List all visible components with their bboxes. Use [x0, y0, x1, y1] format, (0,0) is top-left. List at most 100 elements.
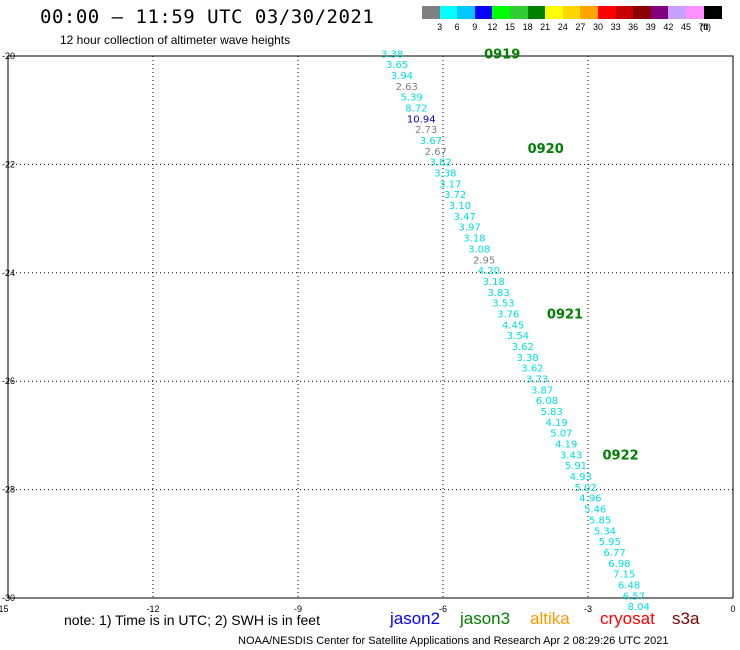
swh-value-label: 3.18 [483, 277, 505, 288]
color-scale-swatch [439, 6, 458, 19]
footer-note: note: 1) Time is in UTC; 2) SWH is in fe… [64, 612, 320, 628]
color-scale-swatch [510, 6, 529, 19]
color-scale-label: 30 [592, 22, 603, 32]
swh-value-label: 2.95 [473, 255, 495, 266]
color-scale-label: 3 [437, 22, 443, 32]
swh-value-label: 2.73 [415, 125, 437, 136]
y-tick-label: -30 [2, 593, 15, 603]
plot-frame [7, 55, 734, 599]
swh-value-label: 5.91 [565, 461, 587, 472]
x-tick-label: -6 [439, 604, 447, 614]
chart-subtitle: 12 hour collection of altimeter wave hei… [60, 33, 291, 47]
color-scale-swatch [686, 6, 705, 19]
swh-value-label: 3.82 [429, 158, 451, 169]
chart-title: 00:00 – 11:59 UTC 03/30/2021 [40, 6, 375, 28]
x-tick-label: -15 [0, 604, 9, 614]
color-scale-label: 39 [645, 22, 656, 32]
swh-value-label: 10.94 [407, 114, 436, 125]
swh-value-label: 4.20 [478, 266, 500, 277]
swh-value-label: 6.08 [536, 396, 558, 407]
swh-value-label: 3.94 [391, 71, 413, 82]
swh-value-label: 3.87 [531, 385, 553, 396]
swh-value-label: 4.19 [545, 418, 567, 429]
swh-value-label: 5.83 [541, 407, 563, 418]
color-scale-swatch [598, 6, 617, 19]
swh-value-label: 6.48 [618, 580, 640, 591]
color-scale-label: 12 [487, 22, 498, 32]
swh-value-label: 3.10 [449, 201, 471, 212]
legend-altika: altika [530, 609, 570, 628]
swh-value-label: 5.95 [599, 537, 621, 548]
color-scale-label: 45 [680, 22, 691, 32]
swh-value-label: 3.97 [458, 223, 480, 234]
swh-value-label: 3.73 [526, 374, 548, 385]
color-scale-label: 24 [557, 22, 568, 32]
pass-time-label: 0921 [547, 307, 583, 322]
color-scale-swatch [650, 6, 669, 19]
swh-value-label: 5.46 [584, 505, 606, 516]
swh-value-label: 8.72 [405, 103, 427, 114]
swh-value-label: 3.53 [492, 299, 514, 310]
color-scale-swatch [527, 6, 546, 19]
swh-value-label: 3.38 [381, 49, 403, 60]
swh-value-label: 3.54 [507, 331, 529, 342]
color-scale-label: 21 [540, 22, 551, 32]
y-tick-label: -26 [2, 376, 15, 386]
color-scale-swatch [457, 6, 476, 19]
swh-value-label: 5.07 [550, 429, 572, 440]
swh-value-label: 3.67 [420, 136, 442, 147]
credit-line: NOAA/NESDIS Center for Satellite Applica… [238, 635, 669, 647]
color-scale-label: 70 [698, 22, 709, 32]
swh-value-label: 3.76 [497, 309, 519, 320]
swh-value-label: 3.83 [487, 288, 509, 299]
color-scale-label: 15 [504, 22, 515, 32]
legend-cryosat: cryosat [600, 609, 655, 628]
swh-value-label: 6.77 [603, 548, 625, 559]
swh-value-label: 3.72 [444, 190, 466, 201]
color-scale-swatch [668, 6, 687, 19]
color-scale-swatch [562, 6, 581, 19]
color-scale-label: 33 [610, 22, 621, 32]
swh-value-label: 3.62 [512, 342, 534, 353]
y-tick-label: -20 [2, 51, 15, 61]
swh-value-label: 4.19 [555, 440, 577, 451]
color-scale-swatch [492, 6, 511, 19]
legend-jason3: jason3 [460, 609, 511, 628]
color-scale-swatch [422, 6, 441, 19]
swh-value-label: 3.65 [386, 60, 408, 71]
swh-value-label: 8.04 [628, 602, 650, 613]
x-tick-label: -9 [294, 604, 302, 614]
color-scale-label: 6 [454, 22, 460, 32]
swh-value-label: 7.15 [613, 570, 635, 581]
color-scale-swatch [615, 6, 634, 19]
swh-value-label: 4.45 [502, 320, 524, 331]
y-tick-label: -28 [2, 485, 15, 495]
x-tick-label: 0 [730, 604, 735, 614]
color-scale-swatch [545, 6, 564, 19]
swh-value-label: 5.02 [574, 483, 596, 494]
swh-value-label: 3.38 [516, 353, 538, 364]
swh-value-label: 3.38 [434, 169, 456, 180]
x-tick-label: -3 [584, 604, 592, 614]
swh-value-label: 6.57 [623, 591, 645, 602]
pass-time-label: 0922 [603, 448, 639, 463]
swh-value-label: 2.67 [425, 147, 447, 158]
legend-jason2: jason2 [390, 609, 441, 628]
swh-value-label: 4.96 [579, 494, 601, 505]
swh-value-label: 3.62 [521, 364, 543, 375]
swh-value-label: 3.08 [468, 244, 490, 255]
color-scale-label: 9 [472, 22, 478, 32]
color-scale-label: 42 [663, 22, 674, 32]
color-scale-swatch [580, 6, 599, 19]
color-scale-label: 36 [628, 22, 639, 32]
swh-value-label: 3.18 [463, 234, 485, 245]
pass-time-label: 0919 [484, 47, 520, 62]
x-tick-label: -12 [146, 604, 159, 614]
swh-value-label: 5.34 [594, 526, 616, 537]
swh-value-label: 3.17 [439, 179, 461, 190]
y-tick-label: -24 [2, 268, 15, 278]
swh-value-label: 3.47 [454, 212, 476, 223]
color-scale-swatch [474, 6, 493, 19]
swh-value-label: 3.43 [560, 450, 582, 461]
y-tick-label: -22 [2, 159, 15, 169]
